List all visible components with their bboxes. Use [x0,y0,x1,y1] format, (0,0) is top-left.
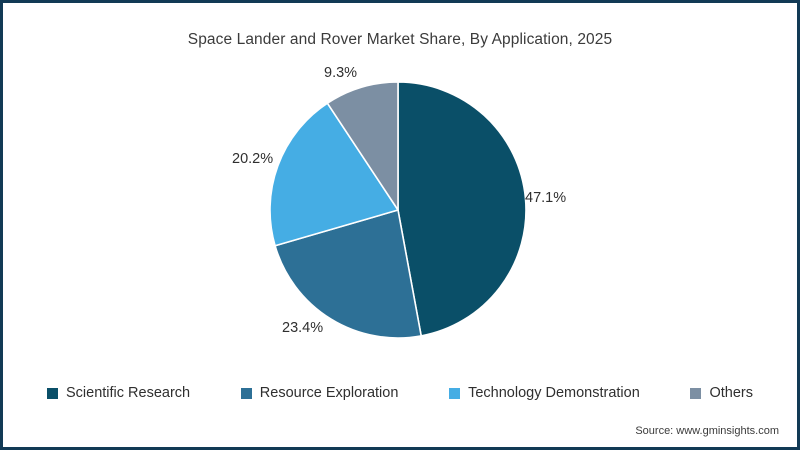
data-label-resource-exploration: 23.4% [282,320,324,336]
legend-item-scientific-research[interactable]: Scientific Research [47,385,190,401]
source-note: Source: www.gminsights.com [635,425,779,437]
legend-item-label: Resource Exploration [259,385,399,401]
legend-item-label: Technology Demonstration [468,385,640,401]
pie-slice[interactable] [274,209,422,339]
data-label-others: 9.3% [324,65,358,81]
data-label-technology-demonstration: 20.2% [232,151,274,167]
data-label-scientific-research: 47.1% [525,190,567,206]
legend-item-resource-exploration[interactable]: Resource Exploration [240,385,399,401]
pie-slice-group [269,81,527,339]
legend-item-label: Others [709,385,753,401]
legend-swatch-icon [240,387,252,399]
pie-chart-svg [269,81,527,339]
legend-item-label: Scientific Research [66,385,191,401]
pie-slice[interactable] [397,81,527,337]
legend-swatch-icon [47,387,58,399]
legend-item-others[interactable]: Others [690,385,753,401]
pie-slice[interactable] [269,102,399,247]
legend-item-technology-demonstration[interactable]: Technology Demonstration [449,385,640,401]
pie-slice[interactable] [326,81,399,211]
pie-chart [269,81,527,339]
legend-swatch-icon [690,387,702,399]
legend-swatch-icon [449,387,461,399]
page-title: Space Lander and Rover Market Share, By … [187,31,613,48]
chart-legend: Scientific Research Resource Exploration… [33,381,767,405]
